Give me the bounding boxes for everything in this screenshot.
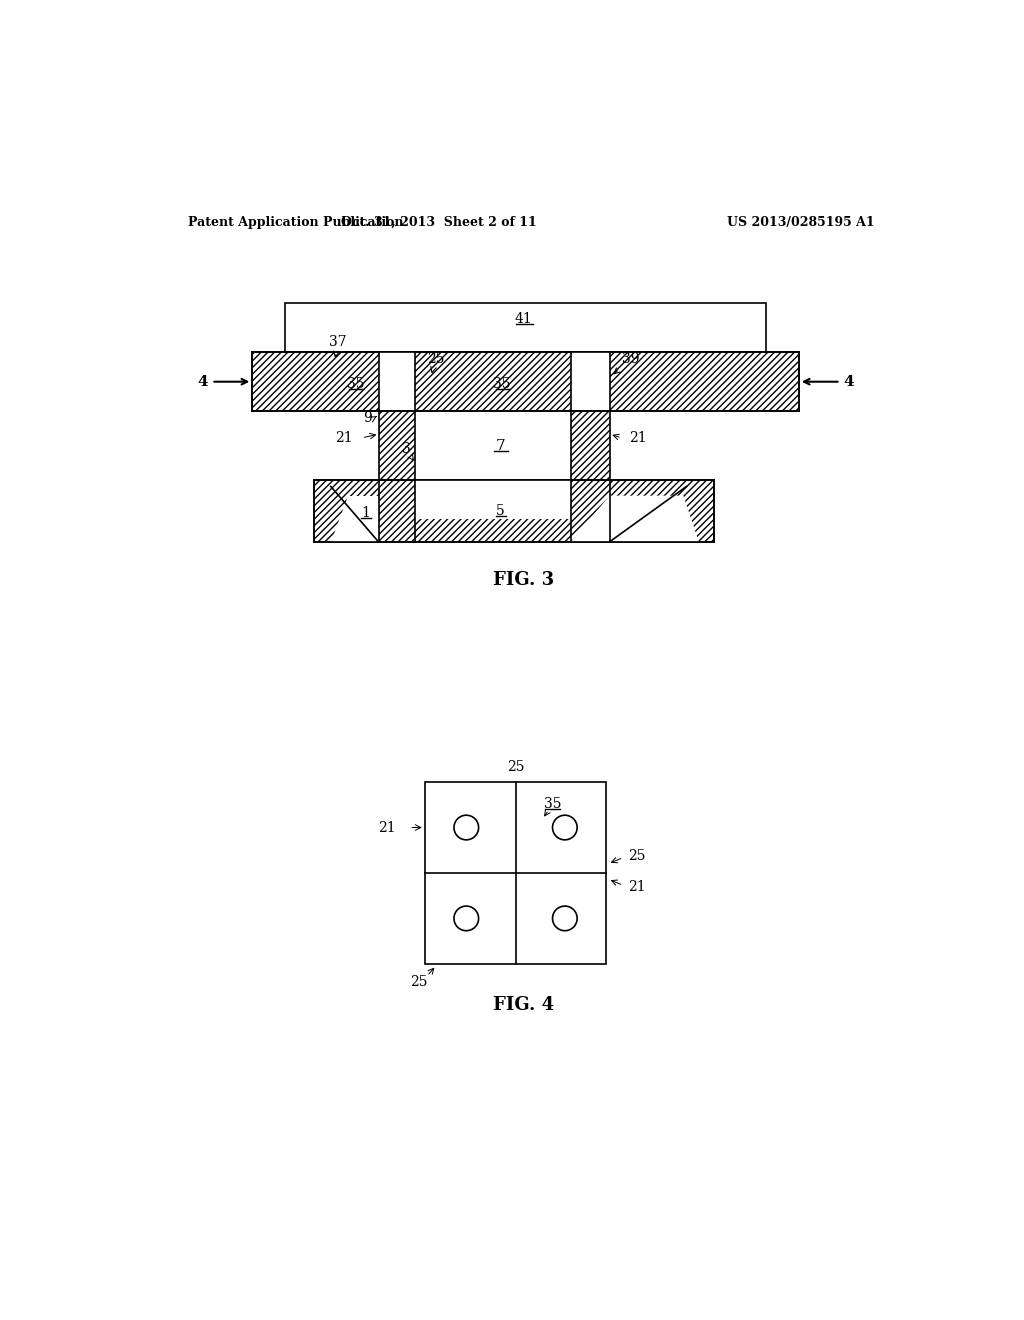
Text: 41: 41 bbox=[514, 312, 532, 326]
Text: 21: 21 bbox=[378, 821, 395, 834]
Bar bbox=[313, 480, 714, 543]
Text: Oct. 31, 2013  Sheet 2 of 11: Oct. 31, 2013 Sheet 2 of 11 bbox=[341, 216, 537, 230]
Text: 21: 21 bbox=[630, 430, 647, 445]
Text: 25: 25 bbox=[427, 352, 444, 372]
Bar bbox=[379, 352, 416, 411]
Text: 7: 7 bbox=[496, 438, 505, 453]
Text: 4: 4 bbox=[844, 375, 854, 388]
Bar bbox=[571, 352, 609, 411]
Text: 3: 3 bbox=[401, 442, 414, 461]
Text: 35: 35 bbox=[544, 797, 561, 810]
Text: 4: 4 bbox=[197, 375, 208, 388]
Text: 39: 39 bbox=[614, 352, 639, 374]
Bar bbox=[285, 304, 766, 352]
Text: 35: 35 bbox=[347, 378, 365, 391]
Bar bbox=[252, 352, 799, 411]
Text: 21: 21 bbox=[628, 880, 645, 894]
Text: 9: 9 bbox=[364, 411, 373, 425]
Bar bbox=[379, 411, 416, 480]
Polygon shape bbox=[571, 496, 698, 543]
Text: 5: 5 bbox=[496, 504, 505, 517]
Text: 25: 25 bbox=[410, 975, 427, 989]
Polygon shape bbox=[331, 496, 379, 543]
Text: 25: 25 bbox=[628, 849, 645, 863]
Text: Patent Application Publication: Patent Application Publication bbox=[188, 216, 403, 230]
Text: US 2013/0285195 A1: US 2013/0285195 A1 bbox=[727, 216, 874, 230]
Text: FIG. 3: FIG. 3 bbox=[493, 572, 554, 589]
Text: FIG. 4: FIG. 4 bbox=[493, 997, 554, 1014]
Bar bbox=[425, 781, 606, 964]
Bar bbox=[571, 411, 609, 480]
Text: 37: 37 bbox=[330, 335, 347, 356]
Text: 35: 35 bbox=[493, 378, 510, 391]
Text: 21: 21 bbox=[335, 430, 352, 445]
Bar bbox=[416, 480, 571, 519]
Text: 25: 25 bbox=[507, 760, 524, 774]
Text: 1: 1 bbox=[361, 506, 370, 520]
